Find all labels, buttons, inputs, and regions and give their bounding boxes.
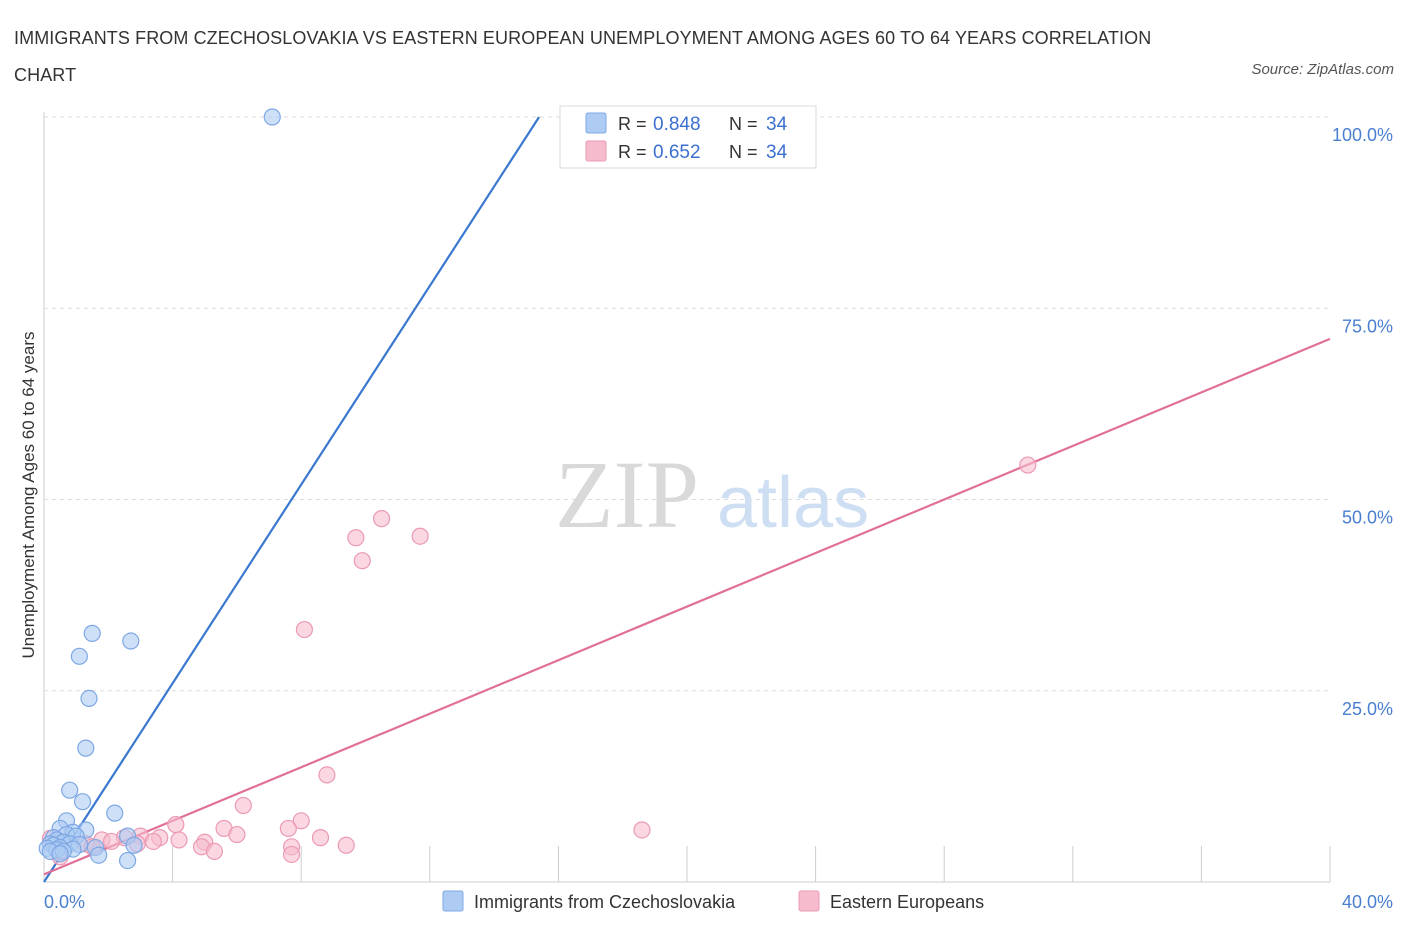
pink-point-20 [102,832,121,851]
axes [43,112,1331,883]
gridlines [44,116,1330,692]
pink-point-2 [347,529,365,547]
blue-point-5 [77,739,95,757]
bottom-legend-swatch-blue [442,890,464,912]
y-tick-label-1: 50.0% [1342,508,1393,528]
legend-swatch-pink [585,140,607,162]
blue-point-1 [83,624,101,642]
bottom-legend-swatch-pink [798,890,820,912]
legend-r-value-1: 0.848 [653,114,701,135]
legend-n-label-2: N = [729,142,758,162]
pink-point-3 [411,527,429,545]
pink-point-1 [372,510,391,528]
y-tick-label-0: 25.0% [1342,699,1393,719]
pink-point-4 [353,552,371,570]
blue-point-32 [90,846,108,864]
pink-point-29 [205,842,223,861]
blue-point-0 [263,108,281,126]
legend-r-label-1: R = [618,114,647,134]
trend-lines [43,116,1331,883]
pink-point-9 [167,816,185,834]
blue-point-4 [80,689,98,708]
chart-title: IMMIGRANTS FROM CZECHOSLOVAKIA VS EASTER… [14,28,1152,85]
blue-point-2 [122,632,140,650]
blue-point-6 [61,781,79,799]
x-tick-label-right: 40.0% [1342,892,1393,912]
bottom-legend-label-pink: Eastern Europeans [830,892,984,912]
y-tick-label-3: 100.0% [1332,125,1393,145]
legend-n-value-1: 34 [766,114,788,135]
pink-point-6 [318,766,336,784]
pink-trend-line [43,337,1331,876]
blue-point-3 [70,647,88,665]
y-tick-labels: 25.0% 50.0% 75.0% 100.0% [1332,125,1393,719]
watermark-zip: ZIP [555,441,699,548]
blue-point-8 [106,804,124,822]
legend-r-label-2: R = [618,142,647,162]
pink-point-25 [337,836,355,854]
series-legend: Immigrants from Czechoslovakia Eastern E… [442,890,984,912]
legend-n-label-1: N = [729,114,758,134]
legend-n-value-2: 34 [766,142,788,163]
pink-point-7 [234,796,252,815]
blue-point-33 [118,851,137,870]
bottom-legend-label-blue: Immigrants from Czechoslovakia [474,892,736,912]
pink-point-31 [282,845,301,864]
pink-point-17 [311,829,330,847]
correlation-legend: R = 0.848 N = 34 R = 0.652 N = 34 [559,105,817,169]
legend-r-value-2: 0.652 [653,142,701,163]
blue-point-31 [51,845,69,863]
pink-point-8 [292,812,310,830]
data-points [38,108,1037,870]
y-axis-label: Unemployment Among Ages 60 to 64 years [19,332,38,659]
blue-trend-line [43,116,541,883]
pink-point-10 [279,819,297,838]
source-label: Source: ZipAtlas.com [1251,61,1394,78]
pink-point-13 [228,825,246,844]
blue-point-7 [73,793,92,811]
blue-point-24 [125,836,143,854]
watermark-atlas: atlas [717,463,869,543]
pink-point-12 [633,821,651,839]
pink-point-21 [144,832,162,851]
legend-swatch-blue [585,112,607,134]
x-tick-label-left: 0.0% [44,892,85,912]
y-tick-label-2: 75.0% [1342,316,1393,336]
pink-point-19 [170,831,188,849]
pink-point-5 [295,620,314,639]
pink-point-0 [1019,456,1037,474]
